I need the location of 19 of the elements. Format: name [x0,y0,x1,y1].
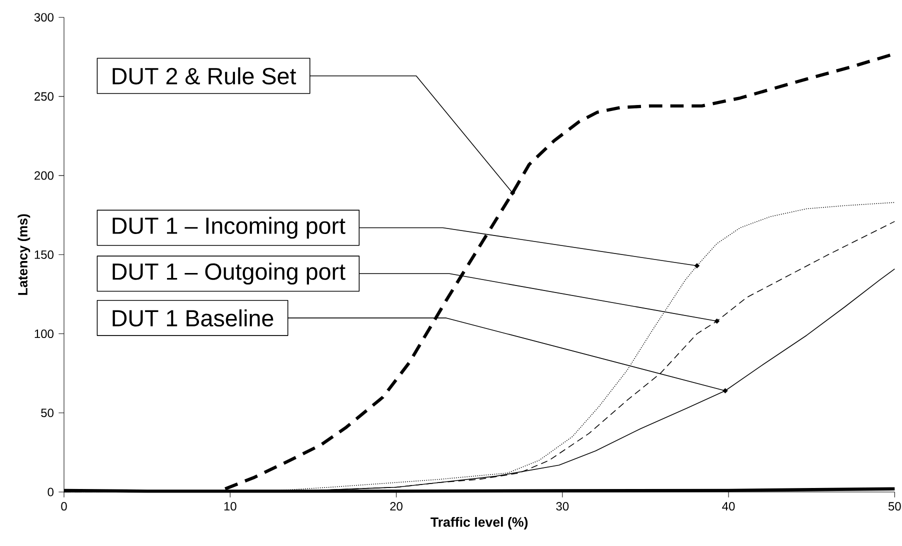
annotation: DUT 1 – Outgoing port [112,262,346,285]
annotation: DUT 1 Baseline [112,309,274,327]
annotation: DUT 2 & Rule Set [112,67,296,84]
x-tick-label: 10 [224,502,236,511]
x-tick-label: 0 [61,502,67,511]
y-tick-label: 200 [34,171,54,180]
y-tick-label: 0 [48,488,54,496]
x-tick-label: 20 [390,502,402,511]
annotation: DUT 1 – Incoming port [112,216,346,239]
y-tick-label: 50 [41,408,54,418]
x-tick-label: 30 [556,502,569,511]
y-tick-label: 150 [34,250,54,259]
x-tick-label: 40 [722,502,735,511]
y-tick-label: 300 [34,13,54,22]
y-tick-label: 100 [34,330,54,338]
x-axis-title: Traffic level (%) [430,517,528,530]
y-tick-label: 250 [34,92,54,101]
y-axis-title: Latency (ms) [18,214,30,295]
x-tick-label: 50 [888,502,901,511]
